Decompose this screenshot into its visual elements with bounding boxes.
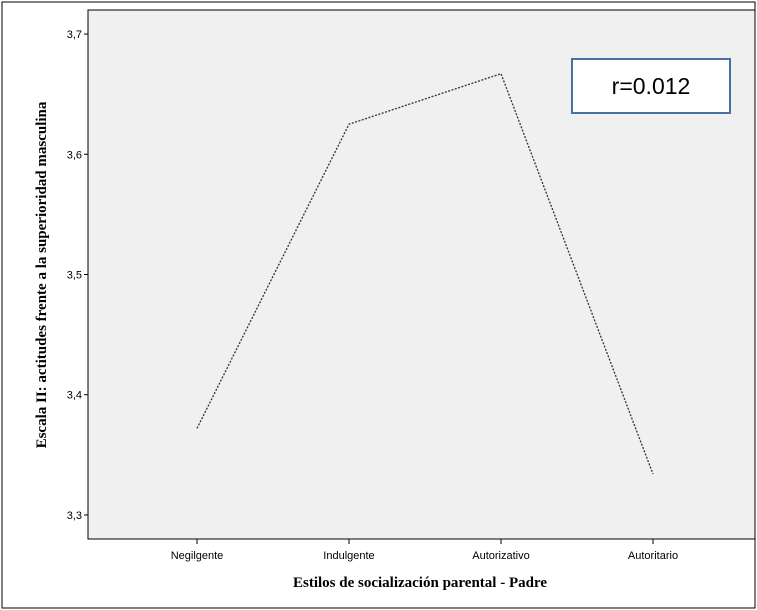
y-tick-label: 3,4 [67, 390, 82, 402]
correlation-annotation: r=0.012 [571, 58, 731, 114]
x-tick-label: Negilgente [171, 550, 224, 562]
y-axis: 3,3 3,4 3,5 3,6 3,7 [67, 29, 88, 522]
y-tick-label: 3,6 [67, 149, 82, 161]
y-tick-label: 3,7 [67, 29, 82, 41]
x-axis: Negilgente Indulgente Autorizativo Autorita… [171, 539, 678, 562]
y-tick-label: 3,3 [67, 510, 82, 522]
correlation-text: r=0.012 [611, 72, 691, 99]
series-line [196, 72, 654, 475]
x-axis-title: Estilos de socialización parental - Padr… [293, 575, 547, 591]
y-tick-label: 3,5 [67, 270, 82, 282]
x-tick-label: Autorizativo [472, 550, 529, 562]
x-tick-label: Indulgente [323, 550, 374, 562]
x-tick-label: Autoritario [628, 550, 678, 562]
y-axis-title: Escala II: actitudes frente a la superio… [34, 101, 50, 448]
